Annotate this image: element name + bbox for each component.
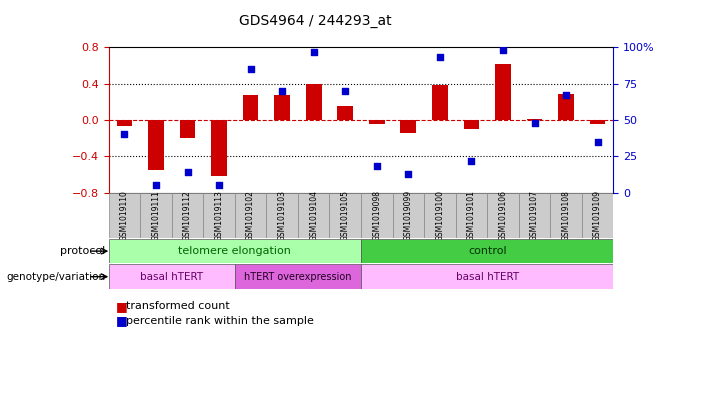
Text: GSM1019107: GSM1019107 xyxy=(530,190,539,241)
Bar xyxy=(243,95,259,120)
FancyBboxPatch shape xyxy=(487,193,519,238)
FancyBboxPatch shape xyxy=(298,193,329,238)
Text: control: control xyxy=(468,246,507,256)
Point xyxy=(340,88,351,94)
Text: GSM1019111: GSM1019111 xyxy=(151,190,161,241)
Bar xyxy=(361,239,613,263)
FancyBboxPatch shape xyxy=(550,193,582,238)
Point xyxy=(119,131,130,138)
Text: GSM1019104: GSM1019104 xyxy=(309,190,318,241)
Text: ■: ■ xyxy=(116,299,128,312)
Bar xyxy=(274,95,290,120)
Point xyxy=(308,48,320,55)
Text: protocol: protocol xyxy=(60,246,105,256)
Point xyxy=(277,88,288,94)
Point xyxy=(151,182,162,188)
Text: GSM1019110: GSM1019110 xyxy=(120,190,129,241)
Text: GSM1019100: GSM1019100 xyxy=(435,190,444,241)
Text: GSM1019113: GSM1019113 xyxy=(215,190,224,241)
Text: genotype/variation: genotype/variation xyxy=(6,272,105,282)
Bar xyxy=(400,120,416,134)
Bar xyxy=(116,120,132,126)
Point xyxy=(592,138,604,145)
Bar xyxy=(495,64,511,120)
Text: GSM1019112: GSM1019112 xyxy=(183,190,192,241)
Bar xyxy=(179,120,196,138)
Text: telomere elongation: telomere elongation xyxy=(178,246,292,256)
FancyBboxPatch shape xyxy=(140,193,172,238)
FancyBboxPatch shape xyxy=(361,193,393,238)
Text: GDS4964 / 244293_at: GDS4964 / 244293_at xyxy=(239,14,392,28)
Bar xyxy=(148,120,164,170)
Bar xyxy=(211,120,227,176)
Bar xyxy=(109,264,235,289)
Point xyxy=(214,182,225,188)
Text: ■: ■ xyxy=(116,314,128,327)
Bar xyxy=(590,120,606,123)
FancyBboxPatch shape xyxy=(582,193,613,238)
Text: basal hTERT: basal hTERT xyxy=(140,272,203,282)
Bar xyxy=(526,119,543,120)
FancyBboxPatch shape xyxy=(393,193,424,238)
Point xyxy=(529,119,540,126)
Bar xyxy=(235,264,361,289)
Bar xyxy=(306,84,322,120)
Point xyxy=(435,54,446,61)
Bar xyxy=(337,106,353,120)
FancyBboxPatch shape xyxy=(203,193,235,238)
Text: GSM1019102: GSM1019102 xyxy=(246,190,255,241)
Text: GSM1019098: GSM1019098 xyxy=(372,190,381,241)
FancyBboxPatch shape xyxy=(519,193,550,238)
Point xyxy=(182,169,193,175)
Text: percentile rank within the sample: percentile rank within the sample xyxy=(126,316,314,326)
Text: basal hTERT: basal hTERT xyxy=(456,272,519,282)
Text: GSM1019109: GSM1019109 xyxy=(593,190,602,241)
Bar xyxy=(432,85,448,120)
FancyBboxPatch shape xyxy=(266,193,298,238)
Bar xyxy=(558,94,574,120)
Point xyxy=(498,47,509,53)
Text: GSM1019101: GSM1019101 xyxy=(467,190,476,241)
Point xyxy=(245,66,257,72)
FancyBboxPatch shape xyxy=(329,193,361,238)
Text: GSM1019108: GSM1019108 xyxy=(562,190,571,241)
Point xyxy=(561,92,572,98)
Bar xyxy=(463,120,479,129)
FancyBboxPatch shape xyxy=(172,193,203,238)
Text: hTERT overexpression: hTERT overexpression xyxy=(244,272,352,282)
Text: GSM1019103: GSM1019103 xyxy=(278,190,287,241)
Point xyxy=(372,163,383,169)
FancyBboxPatch shape xyxy=(235,193,266,238)
Text: transformed count: transformed count xyxy=(126,301,230,311)
Point xyxy=(466,158,477,164)
Text: GSM1019099: GSM1019099 xyxy=(404,189,413,241)
Bar xyxy=(109,239,361,263)
FancyBboxPatch shape xyxy=(424,193,456,238)
Text: GSM1019105: GSM1019105 xyxy=(341,190,350,241)
FancyBboxPatch shape xyxy=(456,193,487,238)
Text: GSM1019106: GSM1019106 xyxy=(498,190,508,241)
FancyBboxPatch shape xyxy=(109,193,140,238)
Bar xyxy=(369,120,385,123)
Point xyxy=(403,171,414,177)
Bar xyxy=(361,264,613,289)
